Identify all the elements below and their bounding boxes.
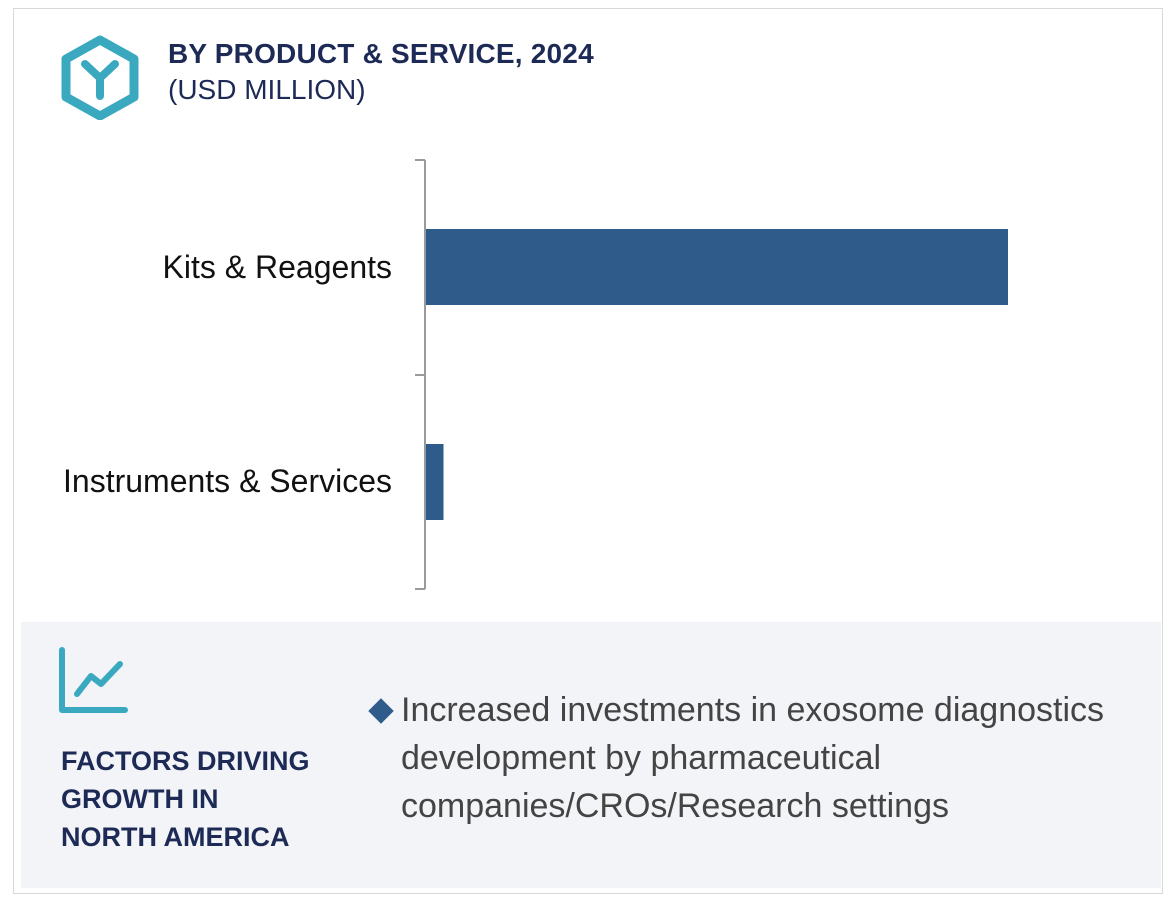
chart-subtitle: (USD MILLION)	[168, 74, 366, 105]
factor-item: Increased investments in exosome diagnos…	[401, 686, 1161, 830]
bar-instruments-services	[426, 444, 444, 520]
factors-panel: FACTORS DRIVING GROWTH IN NORTH AMERICA …	[21, 622, 1161, 888]
bar-kits-reagents	[426, 229, 1008, 305]
bar-chart: Kits & Reagents Instruments & Services	[63, 159, 1008, 590]
factor-item-line: Increased investments in exosome diagnos…	[401, 691, 1105, 729]
diamond-bullet-icon	[368, 698, 394, 724]
trend-line-chart-icon	[59, 647, 128, 713]
category-label-kits-reagents: Kits & Reagents	[163, 249, 392, 285]
factors-title-line: GROWTH IN	[61, 784, 219, 814]
chart-title: BY PRODUCT & SERVICE, 2024	[168, 38, 594, 69]
factors-title-line: FACTORS DRIVING	[61, 746, 310, 776]
factor-item-line: development by pharmaceutical	[401, 739, 882, 777]
factor-item-line: companies/CROs/Research settings	[401, 787, 950, 825]
category-label-instruments-services: Instruments & Services	[63, 463, 392, 499]
factors-title-line: NORTH AMERICA	[61, 822, 290, 852]
hexagon-y-logo-icon	[61, 35, 139, 120]
factors-title: FACTORS DRIVING GROWTH IN NORTH AMERICA	[61, 742, 351, 856]
